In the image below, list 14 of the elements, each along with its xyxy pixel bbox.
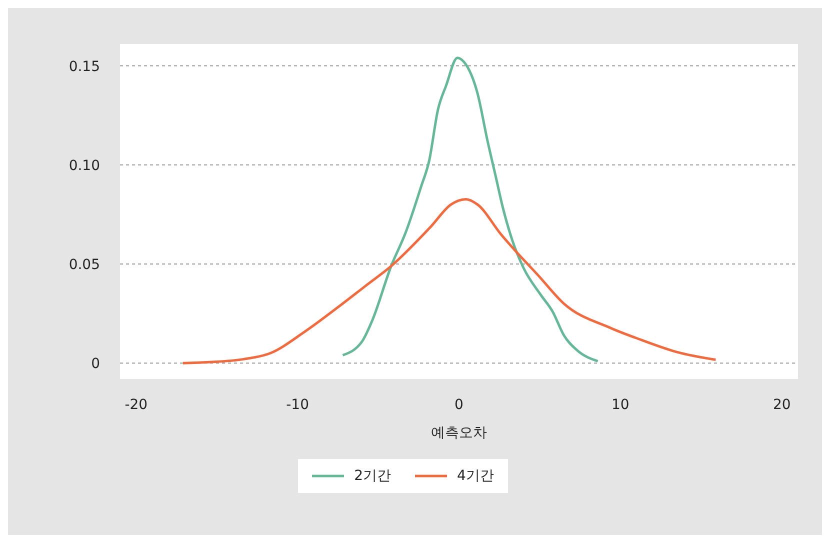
line-series xyxy=(182,198,717,364)
x-tick-label: -20 xyxy=(124,396,148,413)
x-tick-label: 10 xyxy=(612,396,630,413)
legend-label: 4기간 xyxy=(457,467,494,485)
y-tick-label: 0 xyxy=(91,356,100,372)
x-tick-label: 20 xyxy=(772,396,791,413)
y-tick-label: 0.10 xyxy=(68,158,100,174)
x-tick-label: -10 xyxy=(286,396,310,413)
x-tick-label: 0 xyxy=(454,396,464,413)
x-axis-title: 예측오차 xyxy=(431,425,487,441)
y-tick-label: 0.05 xyxy=(68,257,100,273)
legend-label: 2기간 xyxy=(354,467,391,485)
y-tick-label: 0.15 xyxy=(68,58,100,75)
line-series xyxy=(342,56,600,362)
